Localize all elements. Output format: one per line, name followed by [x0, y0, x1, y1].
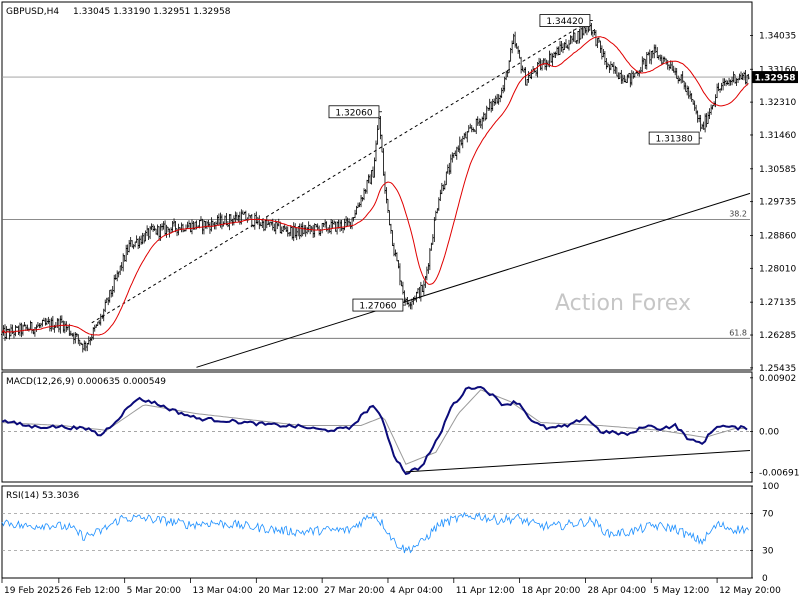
time-tick-label: 28 Apr 04:00 [587, 586, 646, 596]
watermark: Action Forex [555, 291, 691, 316]
price-tick-label: 1.26285 [759, 331, 796, 341]
price-tick-label: 1.31460 [759, 131, 796, 141]
time-tick-label: 13 Mar 04:00 [192, 586, 252, 596]
moving-average-line [1, 36, 749, 336]
svg-text:1.34420: 1.34420 [546, 17, 583, 27]
price-tick-label: 1.25435 [759, 364, 796, 374]
macd-tick-label: 0.00 [759, 427, 779, 437]
time-tick-label: 18 Apr 20:00 [522, 586, 581, 596]
price-callout: 1.34420 [539, 14, 593, 27]
svg-text:1.32060: 1.32060 [335, 108, 372, 118]
time-tick-label: 5 Mar 20:00 [127, 586, 182, 596]
price-tick-label: 1.33160 [759, 65, 796, 75]
trendline [196, 192, 751, 368]
rsi-tick-label: 0 [762, 574, 768, 584]
time-tick-label: 27 Mar 20:00 [324, 586, 384, 596]
time-tick-label: 5 May 12:00 [653, 586, 709, 596]
macd-title: MACD(12,26,9) 0.000635 0.000549 [6, 377, 166, 387]
time-tick-label: 19 Feb 2025 [4, 586, 60, 596]
rsi-tick-label: 70 [762, 510, 774, 520]
svg-text:1.32958: 1.32958 [755, 74, 796, 84]
price-tick-label: 1.32310 [759, 98, 796, 108]
macd-tick-label: -0.006915 [759, 469, 800, 479]
macd-panel: 0.00902 0.00 -0.006915 MACD(12,26,9) 0.000… [1, 371, 800, 483]
fib-level-label: 61.8 [729, 328, 747, 337]
price-tick-label: 1.34035 [759, 31, 796, 41]
rsi-tick-label: 30 [762, 546, 774, 556]
price-panel: Action Forex 38.2 61.8 1.34420 1.32060 1.31… [1, 1, 798, 374]
price-tick-label: 1.29735 [759, 198, 796, 208]
price-callout: 1.32060 [328, 105, 382, 118]
rsi-tick-label: 100 [762, 482, 779, 492]
time-tick-label: 11 Apr 12:00 [456, 586, 515, 596]
fib-level-label: 38.2 [729, 210, 747, 219]
macd-signal-line [1, 389, 747, 465]
ohlc-bar [747, 74, 750, 80]
x-axis: 19 Feb 2025 26 Feb 12:00 5 Mar 20:00 13 Mar… [1, 578, 781, 596]
price-tick-label: 1.27135 [759, 298, 796, 308]
chart-ohlc: 1.33045 1.33190 1.32951 1.32958 [73, 7, 231, 17]
price-tick-label: 1.28010 [759, 264, 796, 274]
time-tick-label: 12 May 20:00 [719, 586, 781, 596]
macd-tick-label: 0.00902 [759, 374, 796, 384]
time-tick-label: 20 Mar 12:00 [258, 586, 318, 596]
svg-text:1.27060: 1.27060 [359, 302, 396, 312]
svg-text:1.31380: 1.31380 [656, 135, 693, 145]
time-tick-label: 4 Apr 04:00 [390, 586, 443, 596]
rsi-line [1, 511, 749, 554]
trendline [91, 20, 591, 324]
macd-trendline [405, 449, 751, 473]
time-tick-label: 26 Feb 12:00 [61, 586, 120, 596]
macd-line [1, 385, 748, 476]
price-callout: 1.31380 [648, 131, 703, 145]
current-price-badge: 1.32958 [752, 71, 798, 84]
rsi-panel: 100 70 30 0 RSI(14) 53.3036 [1, 482, 779, 584]
chart-symbol: GBPUSD,H4 [6, 7, 59, 17]
price-callout: 1.27060 [352, 298, 406, 312]
price-tick-label: 1.28860 [759, 231, 796, 241]
rsi-title: RSI(14) 53.3036 [6, 491, 79, 501]
price-tick-label: 1.30585 [759, 165, 796, 175]
